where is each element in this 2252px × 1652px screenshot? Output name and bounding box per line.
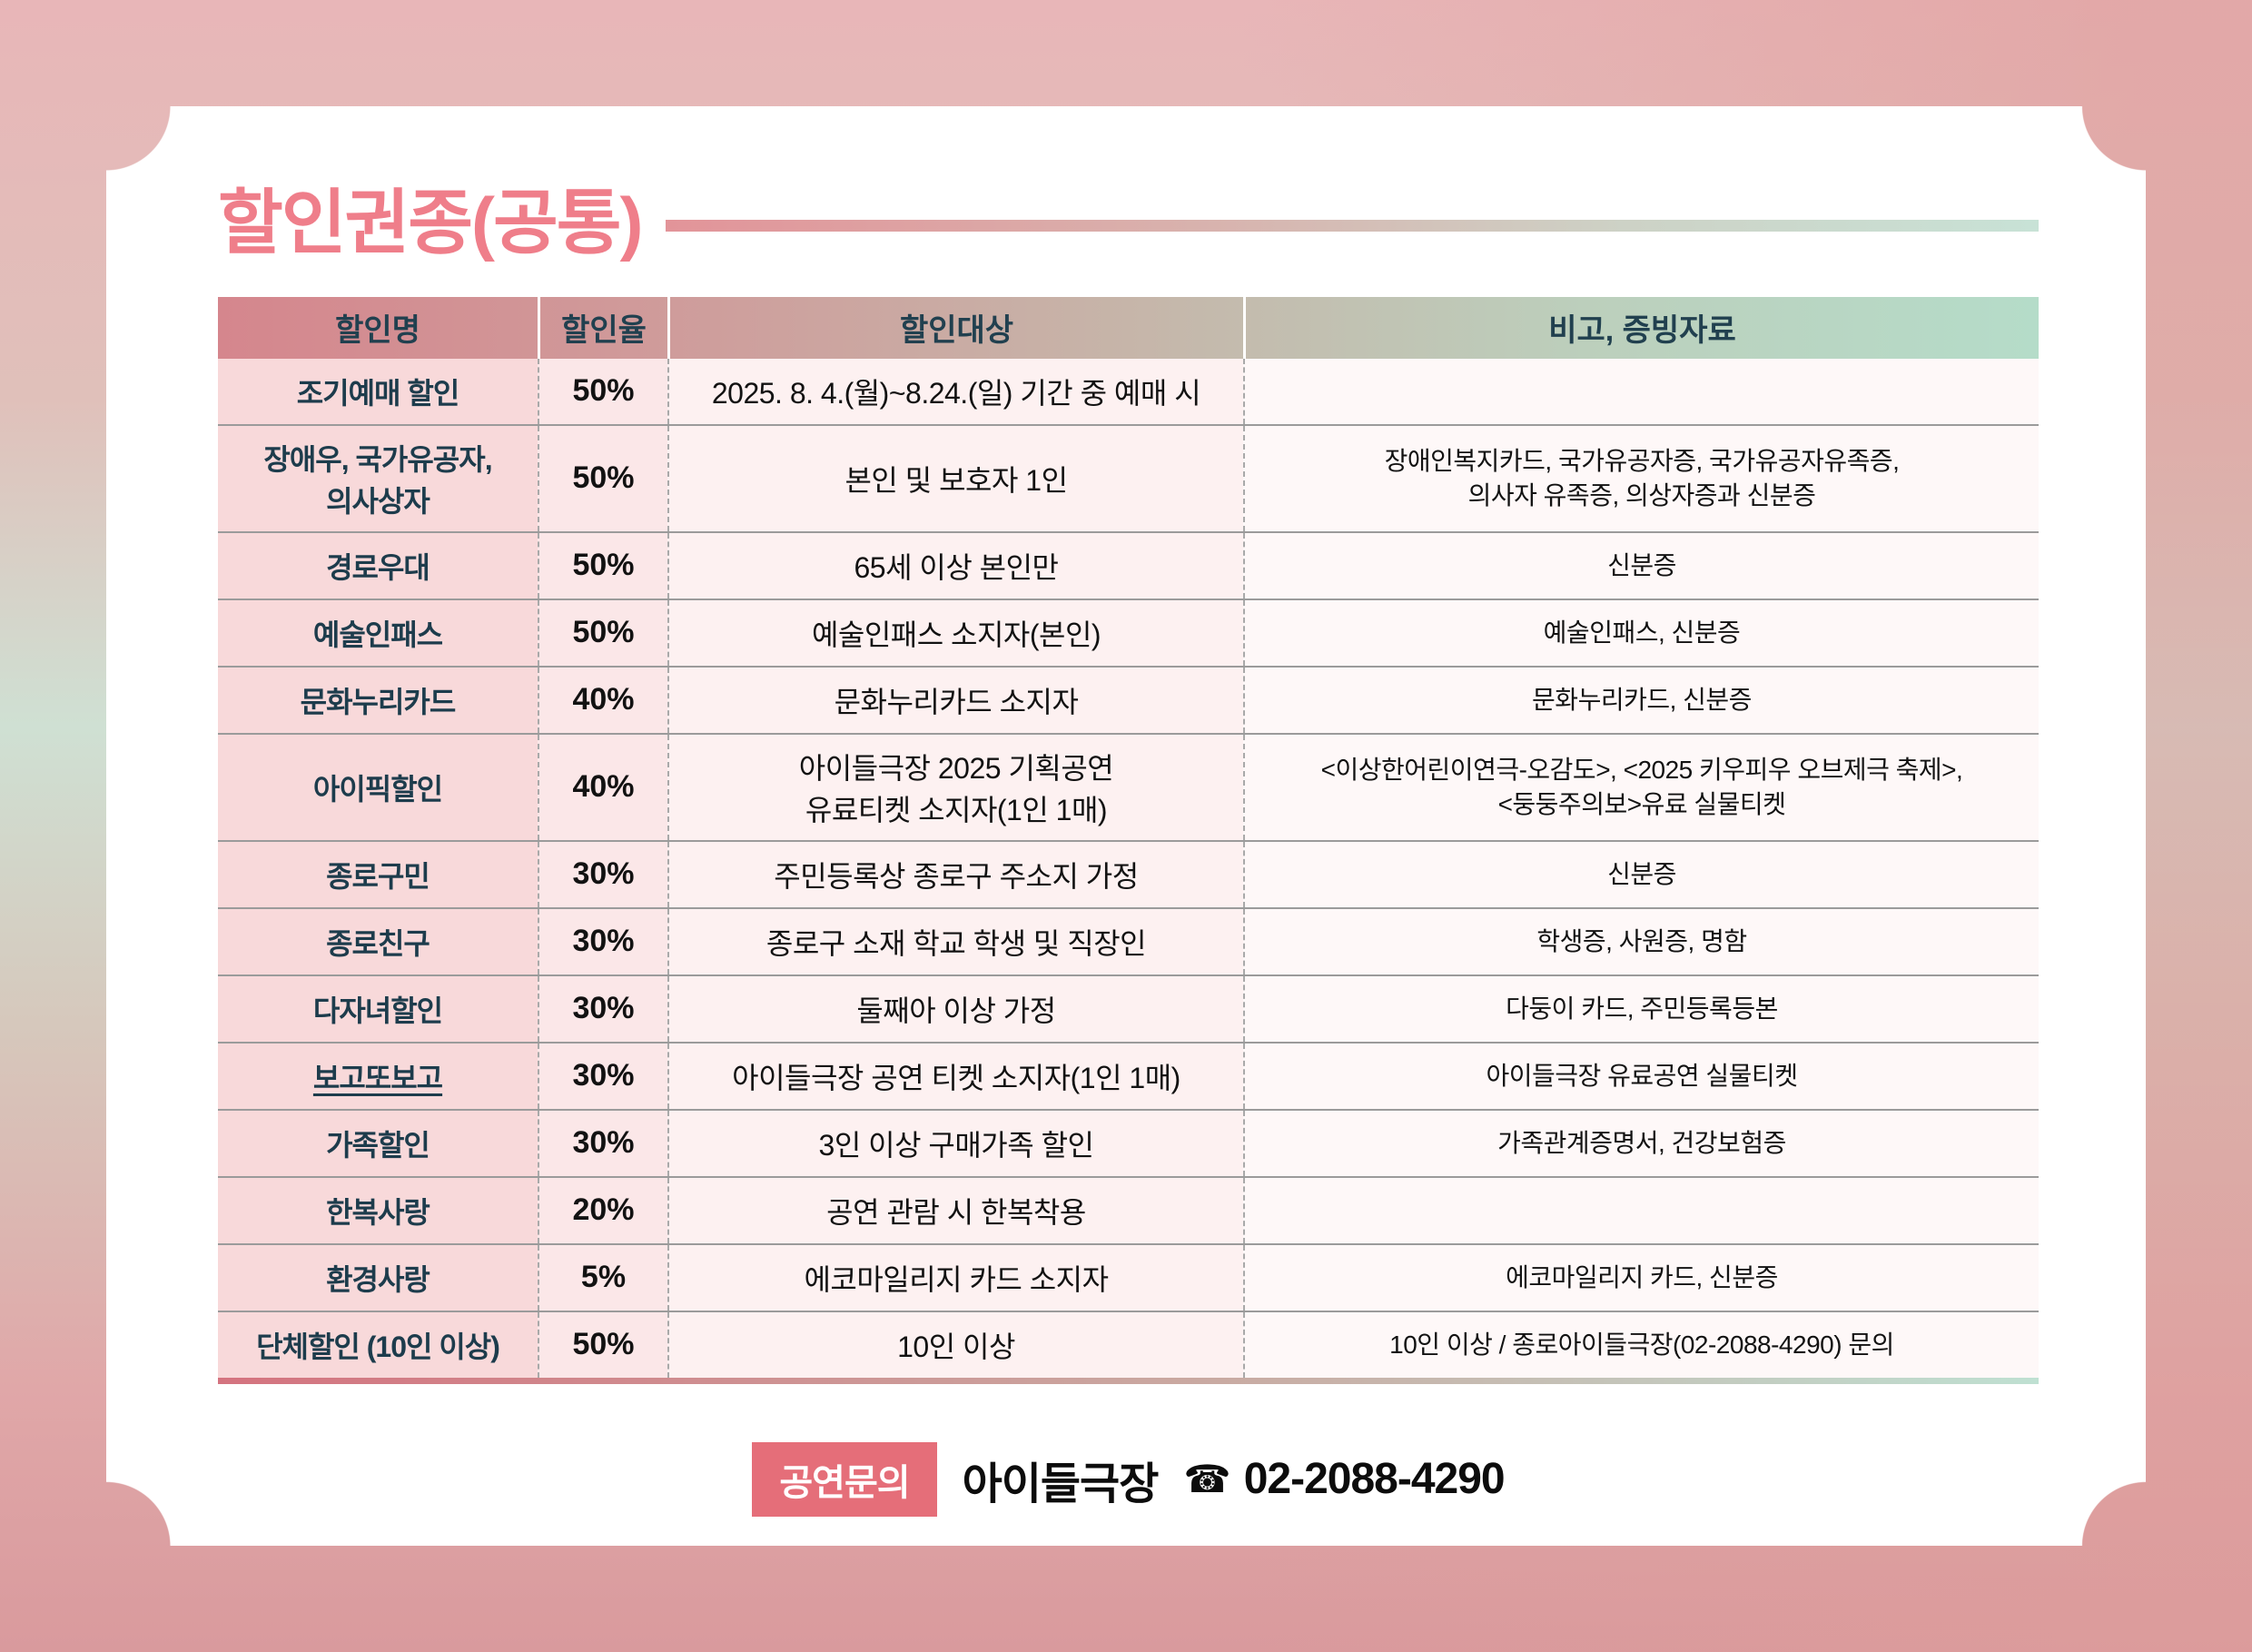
discount-rate-cell: 50% — [538, 532, 667, 598]
discount-note-cell: 에코마일리지 카드, 신분증 — [1243, 1244, 2039, 1311]
discount-target-cell: 65세 이상 본인만 — [667, 532, 1243, 598]
table-row: 가족할인 30% 3인 이상 구매가족 할인 가족관계증명서, 건강보험증 — [218, 1108, 2039, 1176]
discount-note-cell: 장애인복지카드, 국가유공자증, 국가유공자유족증, 의사자 유족증, 의상자증… — [1243, 425, 2039, 531]
table-row: 한복사랑 20% 공연 관람 시 한복착용 — [218, 1175, 2039, 1243]
venue-name: 아이들극장 — [962, 1459, 1160, 1509]
discount-rate-cell: 50% — [538, 599, 667, 666]
phone-icon: ☎ — [1183, 1458, 1231, 1501]
discount-rate-cell: 40% — [538, 667, 667, 733]
discount-name-cell: 환경사랑 — [218, 1244, 538, 1311]
discount-rate-cell: 30% — [538, 841, 667, 907]
discount-note-cell: 문화누리카드, 신분증 — [1243, 667, 2039, 733]
header-discount-note: 비고, 증빙자료 — [1243, 296, 2039, 359]
discount-rate-cell: 5% — [538, 1244, 667, 1311]
table-row: 문화누리카드 40% 문화누리카드 소지자 문화누리카드, 신분증 — [218, 665, 2039, 733]
discount-target-cell: 공연 관람 시 한복착용 — [667, 1177, 1243, 1243]
discount-name-cell: 한복사랑 — [218, 1177, 538, 1243]
table-row: 환경사랑 5% 에코마일리지 카드 소지자 에코마일리지 카드, 신분증 — [218, 1242, 2039, 1311]
discount-target-cell: 에코마일리지 카드 소지자 — [667, 1244, 1243, 1311]
discount-target-cell: 2025. 8. 4.(월)~8.24.(일) 기간 중 예매 시 — [667, 358, 1243, 424]
discount-rate-cell: 30% — [538, 975, 667, 1042]
discount-note-cell: 학생증, 사원증, 명함 — [1243, 908, 2039, 974]
table-row: 아이픽할인 40% 아이들극장 2025 기획공연 유료티켓 소지자(1인 1매) <… — [218, 732, 2039, 840]
title-row: 할인권종(공통) — [218, 183, 2039, 262]
discount-target-cell: 주민등록상 종로구 주소지 가정 — [667, 841, 1243, 907]
discount-name-cell: 종로친구 — [218, 908, 538, 974]
discount-note-cell: <이상한어린이연극-오감도>, <2025 키우피우 오브제극 축제>, <둥둥… — [1243, 734, 2039, 840]
discount-rate-cell: 30% — [538, 908, 667, 974]
discount-rate-cell: 50% — [538, 1311, 667, 1378]
discount-name-cell: 다자녀할인 — [218, 975, 538, 1042]
header-discount-rate: 할인율 — [538, 296, 667, 359]
discount-rate-cell: 30% — [538, 1110, 667, 1176]
discount-target-cell: 문화누리카드 소지자 — [667, 667, 1243, 733]
table-row: 조기예매 할인 50% 2025. 8. 4.(월)~8.24.(일) 기간 중 예… — [218, 358, 2039, 424]
discount-name-cell: 조기예매 할인 — [218, 358, 538, 424]
discount-target-cell: 아이들극장 2025 기획공연 유료티켓 소지자(1인 1매) — [667, 734, 1243, 840]
inquiry-badge: 공연문의 — [752, 1441, 937, 1517]
discount-note-cell — [1243, 1177, 2039, 1243]
discount-rate-cell: 40% — [538, 734, 667, 840]
discount-note-cell: 아이들극장 유료공연 실물티켓 — [1243, 1043, 2039, 1109]
discount-target-cell: 종로구 소재 학교 학생 및 직장인 — [667, 908, 1243, 974]
phone-row: ☎ 02-2088-4290 — [1183, 1454, 1506, 1504]
discount-rate-cell: 50% — [538, 358, 667, 424]
discount-name-cell: 단체할인 (10인 이상) — [218, 1311, 538, 1378]
discount-name-cell: 문화누리카드 — [218, 667, 538, 733]
header-discount-target: 할인대상 — [667, 296, 1243, 359]
discount-note-cell: 신분증 — [1243, 532, 2039, 598]
table-body: 조기예매 할인 50% 2025. 8. 4.(월)~8.24.(일) 기간 중 예… — [218, 358, 2039, 1384]
ticket-card: 할인권종(공통) 할인명 할인율 할인대상 비고, 증빙자료 조기예매 할인 50… — [106, 106, 2146, 1546]
title-rule-line — [665, 220, 2039, 232]
discount-note-cell: 가족관계증명서, 건강보험증 — [1243, 1110, 2039, 1176]
discount-rate-cell: 20% — [538, 1177, 667, 1243]
table-row: 보고또보고 30% 아이들극장 공연 티켓 소지자(1인 1매) 아이들극장 유료공연… — [218, 1041, 2039, 1109]
phone-number: 02-2088-4290 — [1243, 1455, 1506, 1504]
discount-name-cell: 가족할인 — [218, 1110, 538, 1176]
table-row: 단체할인 (10인 이상) 50% 10인 이상 10인 이상 / 종로아이들극장(0… — [218, 1310, 2039, 1378]
discount-name-cell: 종로구민 — [218, 841, 538, 907]
discount-note-cell — [1243, 358, 2039, 424]
table-row: 다자녀할인 30% 둘째아 이상 가정 다둥이 카드, 주민등록등본 — [218, 974, 2039, 1042]
discount-name-cell: 아이픽할인 — [218, 734, 538, 840]
table-row: 종로친구 30% 종로구 소재 학교 학생 및 직장인 학생증, 사원증, 명함 — [218, 906, 2039, 974]
header-discount-name: 할인명 — [335, 313, 420, 349]
table-header-row: 할인명 할인율 할인대상 비고, 증빙자료 — [218, 296, 2039, 359]
discount-note-cell: 예술인패스, 신분증 — [1243, 599, 2039, 666]
discount-note-cell: 다둥이 카드, 주민등록등본 — [1243, 975, 2039, 1042]
discount-name-cell: 보고또보고 — [218, 1043, 538, 1109]
discount-rate-cell: 50% — [538, 425, 667, 531]
page-title: 할인권종(공통) — [218, 183, 644, 262]
table-row: 경로우대 50% 65세 이상 본인만 신분증 — [218, 530, 2039, 598]
discount-note-cell: 신분증 — [1243, 841, 2039, 907]
discount-target-cell: 예술인패스 소지자(본인) — [667, 599, 1243, 666]
table-row: 장애우, 국가유공자, 의사상자 50% 본인 및 보호자 1인 장애인복지카드, 국… — [218, 423, 2039, 531]
discount-name-cell: 예술인패스 — [218, 599, 538, 666]
discount-name-cell: 장애우, 국가유공자, 의사상자 — [218, 425, 538, 531]
footer: 공연문의 아이들극장 ☎ 02-2088-4290 — [218, 1441, 2039, 1517]
discount-rate-cell: 30% — [538, 1043, 667, 1109]
discount-target-cell: 3인 이상 구매가족 할인 — [667, 1110, 1243, 1176]
discount-note-cell: 10인 이상 / 종로아이들극장(02-2088-4290) 문의 — [1243, 1311, 2039, 1378]
discount-target-cell: 둘째아 이상 가정 — [667, 975, 1243, 1042]
discount-table: 할인명 할인율 할인대상 비고, 증빙자료 조기예매 할인 50% 2025. 8.… — [218, 296, 2039, 1384]
table-row: 예술인패스 50% 예술인패스 소지자(본인) 예술인패스, 신분증 — [218, 598, 2039, 666]
table-row: 종로구민 30% 주민등록상 종로구 주소지 가정 신분증 — [218, 839, 2039, 907]
discount-name-cell: 경로우대 — [218, 532, 538, 598]
discount-target-cell: 본인 및 보호자 1인 — [667, 425, 1243, 531]
card-content: 할인권종(공통) 할인명 할인율 할인대상 비고, 증빙자료 조기예매 할인 50… — [106, 106, 2146, 1517]
discount-target-cell: 10인 이상 — [667, 1311, 1243, 1378]
discount-target-cell: 아이들극장 공연 티켓 소지자(1인 1매) — [667, 1043, 1243, 1109]
